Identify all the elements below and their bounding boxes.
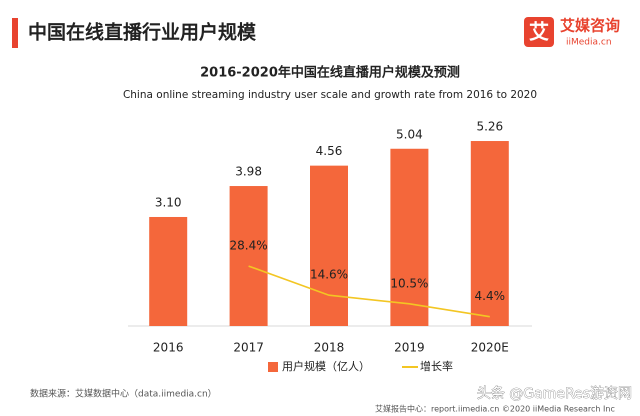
x-tick-label: 2018: [314, 341, 345, 355]
source-note: 数据来源：艾媒数据中心（data.iimedia.cn）: [30, 388, 217, 400]
bar: [390, 148, 429, 326]
bar-value-label: 4.56: [316, 144, 343, 158]
legend-swatch: [268, 362, 278, 372]
line-value-label: 14.6%: [310, 268, 348, 282]
report-note: 艾媒报告中心：report.iimedia.cn ©2020 iiMedia R…: [375, 404, 615, 414]
x-tick-label: 2017: [233, 341, 264, 355]
header-accent: [12, 18, 18, 48]
bar-value-label: 5.26: [476, 120, 503, 134]
watermark: 头条 @GameRes游资网: [477, 385, 632, 402]
logo-cn: 艾媒咨询: [560, 17, 620, 35]
line-value-label: 28.4%: [230, 239, 268, 253]
line-value-label: 10.5%: [390, 276, 428, 290]
chart-title: 2016-2020年中国在线直播用户规模及预测: [200, 65, 460, 81]
growth-line: [248, 265, 490, 318]
logo-icon-box: [524, 17, 554, 47]
bar: [310, 165, 348, 326]
chart-subtitle: China online streaming industry user sca…: [123, 89, 537, 101]
page-title: 中国在线直播行业用户规模: [28, 21, 257, 44]
line-value-label: 4.4%: [475, 289, 506, 303]
bar: [149, 216, 188, 326]
legend-label: 增长率: [420, 359, 453, 373]
logo-en: iiMedia.cn: [566, 38, 612, 48]
bar-value-label: 3.10: [155, 195, 182, 209]
x-tick-label: 2016: [153, 341, 184, 355]
bar-value-label: 5.04: [396, 127, 423, 141]
x-tick-label: 2019: [394, 341, 425, 355]
bar: [470, 141, 509, 326]
legend-label: 用户规模（亿人）: [282, 359, 370, 373]
bar: [229, 186, 268, 326]
x-tick-label: 2020E: [471, 341, 509, 355]
bar-value-label: 3.98: [235, 165, 262, 179]
logo-icon: 艾: [529, 20, 549, 44]
